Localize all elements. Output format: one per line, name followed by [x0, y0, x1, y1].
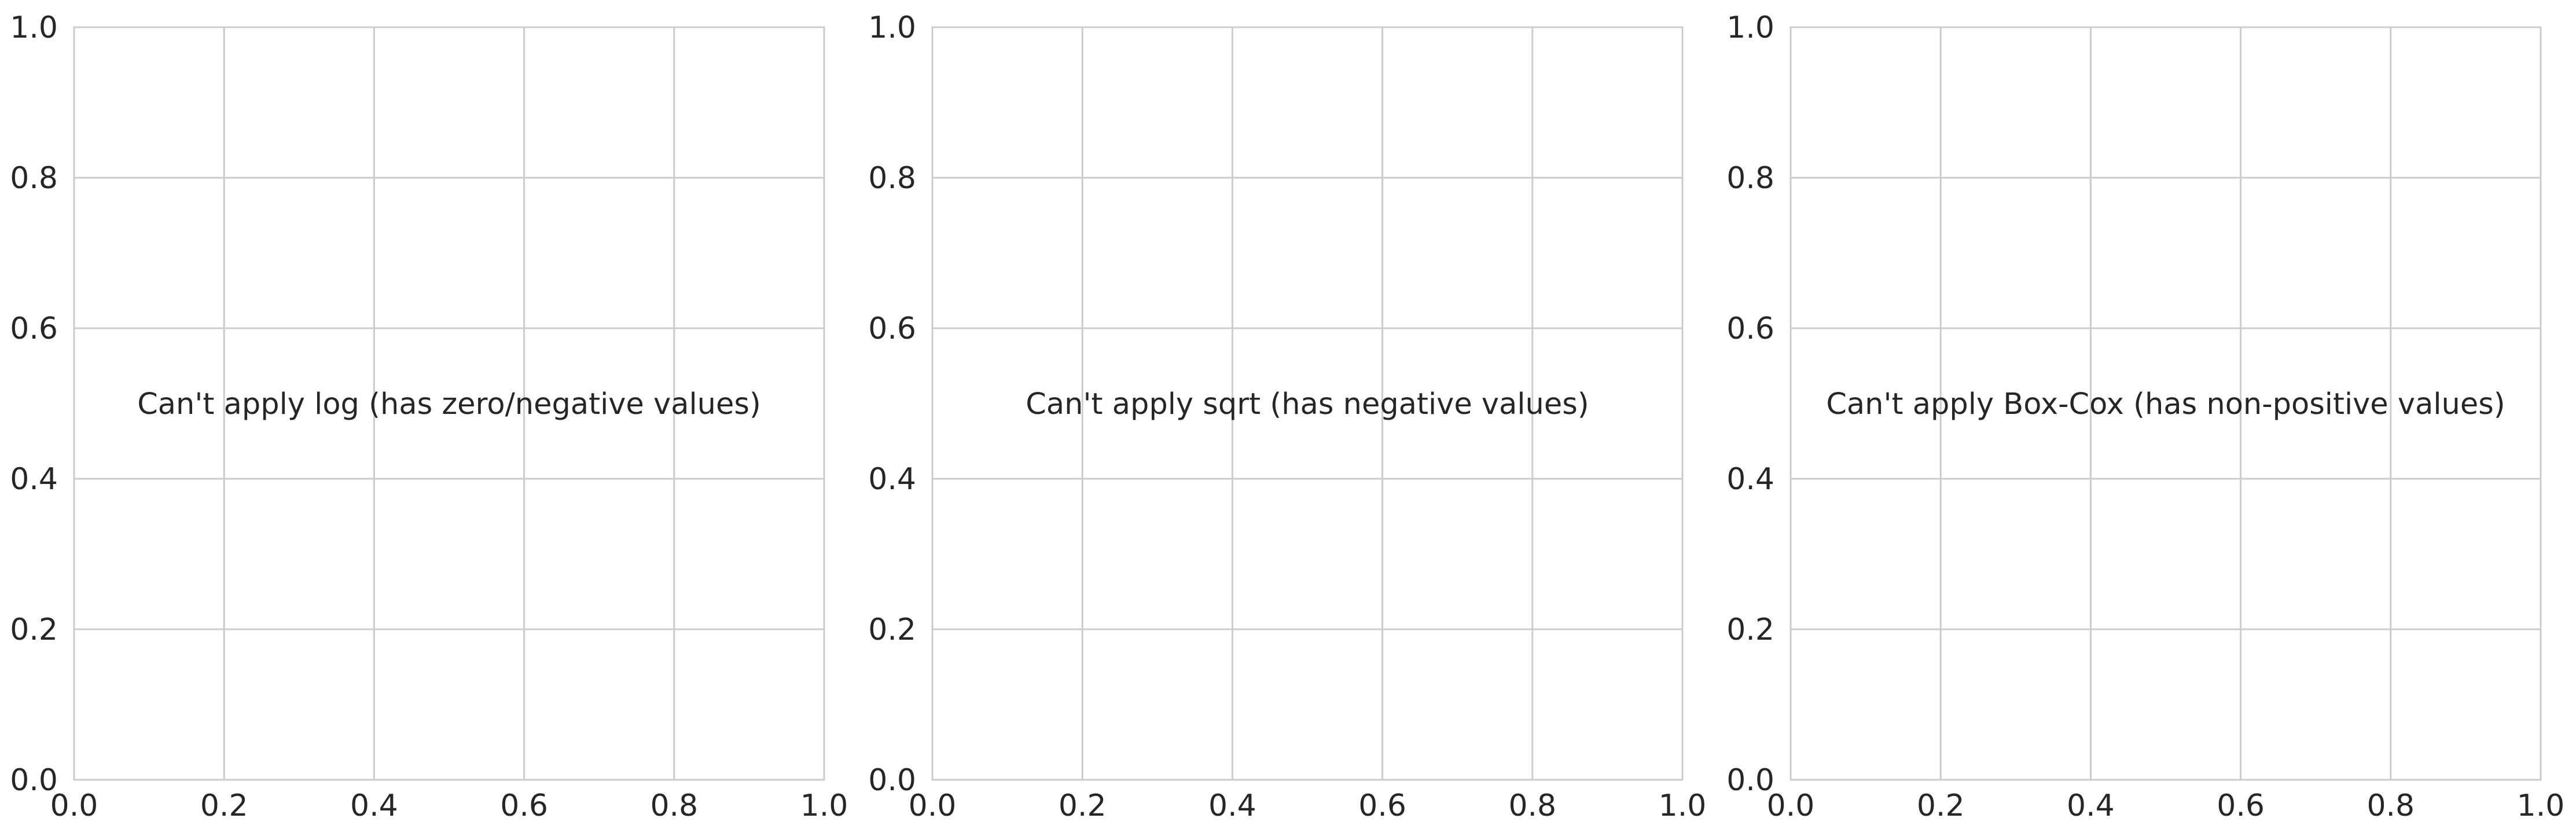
y-tick-label: 0.6: [10, 311, 58, 346]
y-tick-label: 0.6: [1726, 311, 1774, 346]
y-tick-label: 1.0: [868, 10, 916, 45]
x-tick-label: 0.0: [1767, 788, 1815, 823]
plot-area: [74, 27, 824, 780]
axes-frame: [73, 26, 825, 781]
y-tick-label: 0.4: [10, 462, 58, 497]
x-tick-label: 0.2: [1917, 788, 1965, 823]
x-tick-label: 0.2: [200, 788, 248, 823]
axes-frame: [1789, 26, 2542, 781]
x-tick-label: 0.4: [1208, 788, 1256, 823]
panel-2: 0.0 0.2 0.4 0.6 0.8 1.0 0.0 0.2 0.4 0.6 0.8 1.0 Can'…: [868, 10, 1706, 823]
panel-message: Can't apply log (has zero/negative value…: [137, 387, 761, 421]
y-tick-label: 0.8: [10, 161, 58, 196]
y-tick-label: 0.0: [10, 763, 58, 798]
panel-1: 0.0 0.2 0.4 0.6 0.8 1.0 0.0 0.2 0.4 0.6 0.8 1.0 Can'…: [10, 10, 848, 823]
y-tick-label: 0.0: [1726, 763, 1774, 798]
panel-message: Can't apply Box-Cox (has non-positive va…: [1826, 387, 2505, 421]
y-tick-label: 1.0: [10, 10, 58, 45]
y-tick-label: 0.0: [868, 763, 916, 798]
x-tick-label: 0.6: [500, 788, 548, 823]
x-tick-label: 0.8: [650, 788, 698, 823]
x-tick-label: 1.0: [1659, 788, 1707, 823]
x-tick-label: 0.0: [909, 788, 957, 823]
x-tick-label: 0.0: [50, 788, 98, 823]
y-tick-label: 1.0: [1726, 10, 1774, 45]
x-tick-label: 0.2: [1059, 788, 1107, 823]
x-tick-label: 0.8: [2366, 788, 2415, 823]
y-tick-label: 0.4: [868, 462, 916, 497]
panel-message: Can't apply sqrt (has negative values): [1026, 387, 1589, 421]
x-tick-label: 0.6: [2217, 788, 2265, 823]
x-tick-label: 1.0: [800, 788, 848, 823]
y-tick-label: 0.2: [868, 612, 916, 647]
y-tick-label: 0.2: [10, 612, 58, 647]
panel-3: 0.0 0.2 0.4 0.6 0.8 1.0 0.0 0.2 0.4 0.6 0.8 1.0 Can'…: [1726, 10, 2564, 823]
y-tick-label: 0.8: [1726, 161, 1774, 196]
x-tick-label: 0.4: [2067, 788, 2115, 823]
plot-area: [1791, 27, 2541, 780]
y-tick-label: 0.6: [868, 311, 916, 346]
x-tick-label: 0.6: [1358, 788, 1406, 823]
x-tick-label: 0.8: [1508, 788, 1556, 823]
y-tick-label: 0.8: [868, 161, 916, 196]
y-tick-label: 0.2: [1726, 612, 1774, 647]
y-tick-label: 0.4: [1726, 462, 1774, 497]
x-tick-label: 0.4: [350, 788, 398, 823]
x-tick-label: 1.0: [2517, 788, 2565, 823]
axes-frame: [931, 26, 1684, 781]
plot-area: [932, 27, 1682, 780]
